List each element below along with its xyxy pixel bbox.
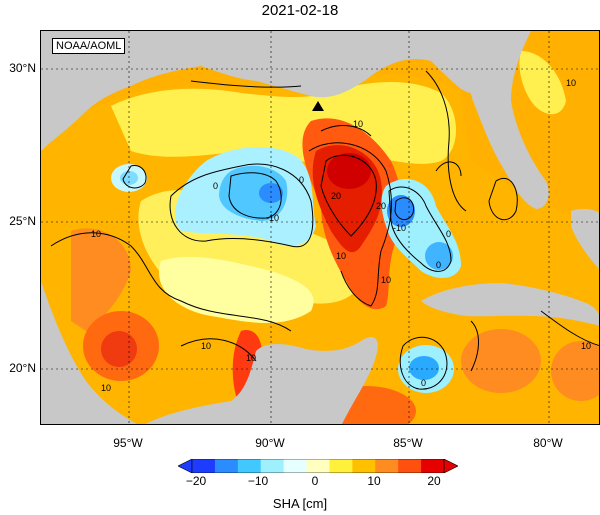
- lat-lon-grid: [41, 31, 599, 424]
- lon-label: 90°W: [255, 436, 285, 450]
- colorbar-swatch: [352, 459, 376, 473]
- lat-label: 30°N: [9, 61, 36, 75]
- contour-label: 10: [581, 341, 591, 351]
- contour-label: 0: [436, 260, 441, 270]
- yucatan-land: [145, 337, 378, 424]
- bahamas-land: [571, 208, 599, 269]
- colorbar-swatch: [306, 459, 330, 473]
- colorbar-tick-label: 0: [311, 474, 319, 488]
- colorbar-max-arrow: [443, 459, 458, 473]
- contour-label: 0: [299, 175, 304, 185]
- contour-label: 10: [336, 251, 346, 261]
- lon-label: 95°W: [113, 436, 143, 450]
- colorbar-outline: [191, 459, 445, 473]
- lat-label: 20°N: [9, 361, 36, 375]
- contour-label: 0: [446, 229, 451, 239]
- contour-lines: [50, 70, 599, 390]
- buoy-marker-icon: [312, 101, 324, 111]
- mexico-west-land: [41, 281, 138, 424]
- contour-label: 10: [566, 78, 576, 88]
- colorbar-swatch: [398, 459, 422, 473]
- credit-badge: NOAA/AOML: [52, 38, 126, 54]
- colorbar-tick-label: −10: [247, 474, 269, 488]
- contour-label: -10: [266, 213, 279, 223]
- caribbean-orange: [461, 329, 541, 393]
- contour-label: 10: [381, 275, 391, 285]
- florida-land: [461, 31, 549, 209]
- colorbar-tick-label: 20: [427, 474, 441, 488]
- contour-label: 10: [246, 353, 256, 363]
- contour-label: 0: [421, 378, 426, 388]
- contour-label: 20: [331, 191, 341, 201]
- colorbar-swatch: [237, 459, 262, 473]
- map-title: 2021-02-18: [261, 2, 339, 19]
- colorbar-min-arrow: [178, 459, 193, 473]
- west-orange: [71, 228, 131, 331]
- colorbar-swatch: [283, 459, 308, 473]
- contour-label: 10: [353, 119, 363, 129]
- colorbar-swatch: [329, 459, 353, 473]
- lon-label: 85°W: [393, 436, 423, 450]
- contour-label-group: 10 10 10 10 10 0 0 0 -10 20 20 -10 0 10 …: [91, 78, 591, 393]
- sha-map: 10 10 10 10 10 0 0 0 -10 20 20 -10 0 10 …: [40, 30, 600, 425]
- contour-label: 10: [201, 341, 211, 351]
- contour-label: 0: [213, 181, 218, 191]
- lat-label: 25°N: [9, 214, 36, 228]
- central-light: [159, 256, 314, 323]
- colorbar-swatch: [375, 459, 399, 473]
- colorbar-swatch: [421, 459, 445, 473]
- us-gulf-coast-land: [41, 31, 511, 151]
- contour-label: 10: [91, 229, 101, 239]
- sha-field: 10 10 10 10 10 0 0 0 -10 20 20 -10 0 10 …: [41, 31, 599, 424]
- colorbar: [178, 459, 458, 473]
- contour-label: 10: [101, 383, 111, 393]
- colorbar-tick-label: 10: [367, 474, 381, 488]
- colorbar-units-label: SHA [cm]: [272, 496, 328, 511]
- cuba-land: [421, 283, 599, 326]
- lon-label: 80°W: [533, 436, 563, 450]
- colorbar-swatch: [214, 459, 239, 473]
- contour-label: 20: [376, 201, 386, 211]
- contour-label: -10: [393, 223, 406, 233]
- colorbar-swatch: [260, 459, 285, 473]
- colorbar-swatch: [192, 459, 216, 473]
- colorbar-tick-label: −20: [185, 474, 207, 488]
